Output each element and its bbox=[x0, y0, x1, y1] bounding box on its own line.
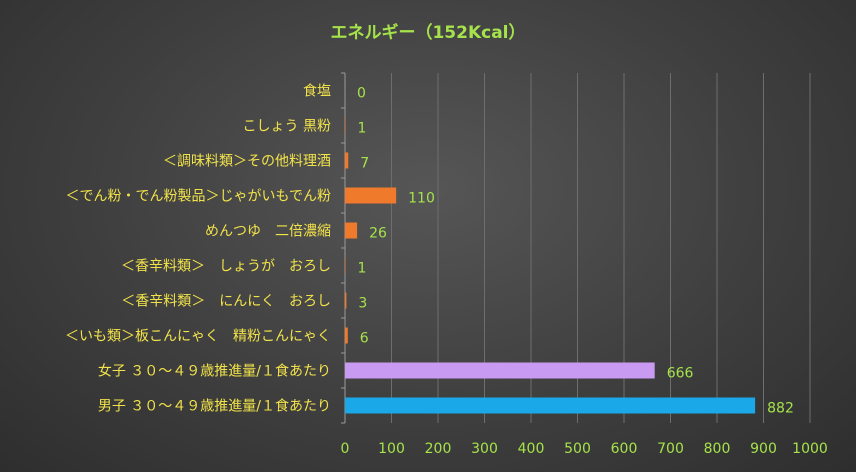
category-label: こしょう 黒粉 bbox=[243, 119, 331, 135]
x-tick-label: 200 bbox=[425, 441, 452, 457]
category-label: ＜いも類＞板こんにゃく 精粉こんにゃく bbox=[65, 329, 331, 345]
data-label: 26 bbox=[369, 226, 387, 242]
category-label: ＜香辛料類＞ しょうが おろし bbox=[121, 259, 331, 275]
category-label: めんつゆ 二倍濃縮 bbox=[205, 224, 331, 240]
data-label: 882 bbox=[767, 401, 794, 417]
bar bbox=[345, 152, 349, 169]
x-tick-label: 300 bbox=[471, 441, 498, 457]
data-label: 1 bbox=[357, 121, 366, 137]
x-tick-label: 1000 bbox=[792, 441, 828, 457]
bar bbox=[345, 292, 347, 309]
x-tick-label: 600 bbox=[611, 441, 638, 457]
data-label: 666 bbox=[667, 366, 694, 382]
category-label: 女子 ３０～４９歳推進量/１食あたり bbox=[98, 363, 331, 380]
x-tick-label: 0 bbox=[341, 441, 350, 457]
bar bbox=[345, 187, 397, 204]
data-label: 110 bbox=[408, 191, 435, 207]
data-label: 1 bbox=[357, 261, 366, 277]
category-label: 男子 ３０～４９歳推進量/１食あたり bbox=[98, 398, 331, 415]
x-tick-label: 500 bbox=[564, 441, 591, 457]
x-tick-label: 900 bbox=[750, 441, 777, 457]
data-label: 0 bbox=[357, 86, 366, 102]
x-tick-label: 400 bbox=[518, 441, 545, 457]
category-label: 食塩 bbox=[303, 83, 331, 100]
data-label: 6 bbox=[360, 331, 369, 347]
data-label: 3 bbox=[358, 296, 367, 312]
category-label: ＜でん粉・でん粉製品＞じゃがいもでん粉 bbox=[66, 189, 331, 205]
chart-title: エネルギー（152Kcal） bbox=[330, 22, 525, 43]
bars-layer bbox=[345, 117, 756, 414]
x-tick-label: 700 bbox=[657, 441, 684, 457]
category-label: ＜調味料類＞その他料理酒 bbox=[163, 154, 331, 170]
labels-layer: 0 100 200 300 400 500 600 700 800 900 1000 食塩 0 こしょう … bbox=[65, 83, 828, 458]
bar bbox=[345, 327, 348, 344]
x-tick-label: 100 bbox=[378, 441, 405, 457]
x-tick-label: 800 bbox=[704, 441, 731, 457]
bar bbox=[345, 362, 655, 379]
category-label: ＜香辛料類＞ にんにく おろし bbox=[121, 294, 331, 310]
bar bbox=[345, 397, 756, 414]
data-label: 7 bbox=[360, 156, 369, 172]
bar bbox=[345, 222, 358, 239]
